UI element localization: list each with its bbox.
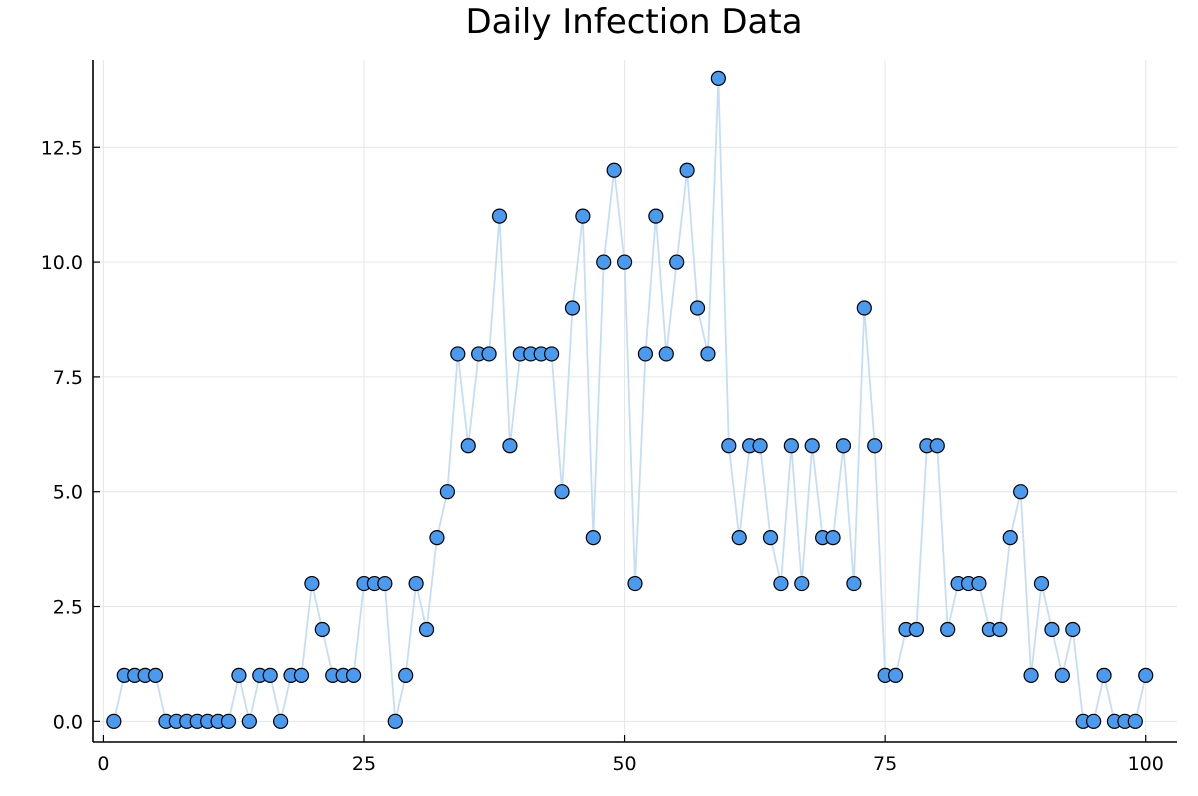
data-point [241,713,257,729]
data-point [606,162,622,178]
x-tick-label: 100 [1128,753,1164,775]
data-point [1044,621,1060,638]
data-point [710,70,726,86]
data-point [887,667,904,684]
data-point [1065,621,1081,638]
data-point [846,575,862,592]
data-point [596,254,612,270]
data-point [408,575,424,592]
data-point [439,484,455,500]
y-tick-label: 7.5 [53,367,83,389]
data-point [314,621,330,638]
data-point [1086,713,1102,729]
data-point [700,346,716,362]
data-point [679,162,695,178]
data-point [575,208,591,224]
data-point [231,667,247,684]
data-point [220,713,237,729]
data-point [825,530,841,546]
data-point [1096,667,1112,684]
data-point [762,530,779,546]
y-tick-label: 2.5 [53,597,83,619]
data-point [345,667,362,684]
data-point [429,530,445,546]
data-point [804,438,820,454]
data-point [637,346,654,362]
data-point [1013,484,1029,500]
data-point [554,484,570,500]
data-point [731,530,747,546]
tick-labels: 0 25 50 75 100 0.0 2.5 5.0 7.5 10.0 12.5 [41,137,1164,775]
data-points [106,70,1154,729]
data-point [867,438,883,454]
data-point [908,621,925,638]
data-point [940,621,956,638]
data-point [721,438,737,454]
data-point [544,346,560,362]
data-point [616,254,633,270]
y-tick-label: 5.0 [53,482,83,504]
data-point [1033,575,1050,592]
data-point [585,530,601,546]
data-point [481,346,497,362]
data-point [648,208,664,224]
data-point [418,621,435,638]
data-point [147,667,164,684]
data-point [773,575,789,592]
data-point [1127,713,1143,729]
y-tick-label: 10.0 [41,252,83,274]
data-point [1138,667,1154,684]
data-point [669,254,685,270]
data-point [856,300,872,316]
data-point [377,575,393,592]
data-point [564,300,581,316]
data-point [1002,530,1018,546]
data-point [835,438,852,454]
data-point [460,438,476,454]
data-point [627,575,643,592]
grid-lines [93,60,1177,742]
data-point [1023,667,1039,684]
data-point [1054,667,1070,684]
data-point [929,438,945,454]
data-point [752,438,768,454]
x-tick-label: 50 [612,753,636,775]
axes [92,60,1177,743]
data-point [304,575,320,592]
data-point [262,667,278,684]
chart-title: Daily Infection Data [465,2,802,42]
data-point [992,621,1008,638]
y-tick-label: 12.5 [41,137,83,159]
data-point [783,438,799,454]
data-point [450,346,466,362]
data-point [293,667,310,684]
data-point [273,713,289,729]
data-point [387,713,403,729]
x-tick-label: 0 [97,753,109,775]
x-tick-label: 25 [352,753,376,775]
x-tick-label: 75 [873,753,897,775]
data-point [491,208,508,224]
data-point [106,713,122,729]
y-tick-label: 0.0 [53,711,83,733]
data-point [971,575,987,592]
data-point [502,438,518,454]
data-point [794,575,810,592]
data-point [689,300,706,316]
data-point [658,346,674,362]
data-point [398,667,414,684]
